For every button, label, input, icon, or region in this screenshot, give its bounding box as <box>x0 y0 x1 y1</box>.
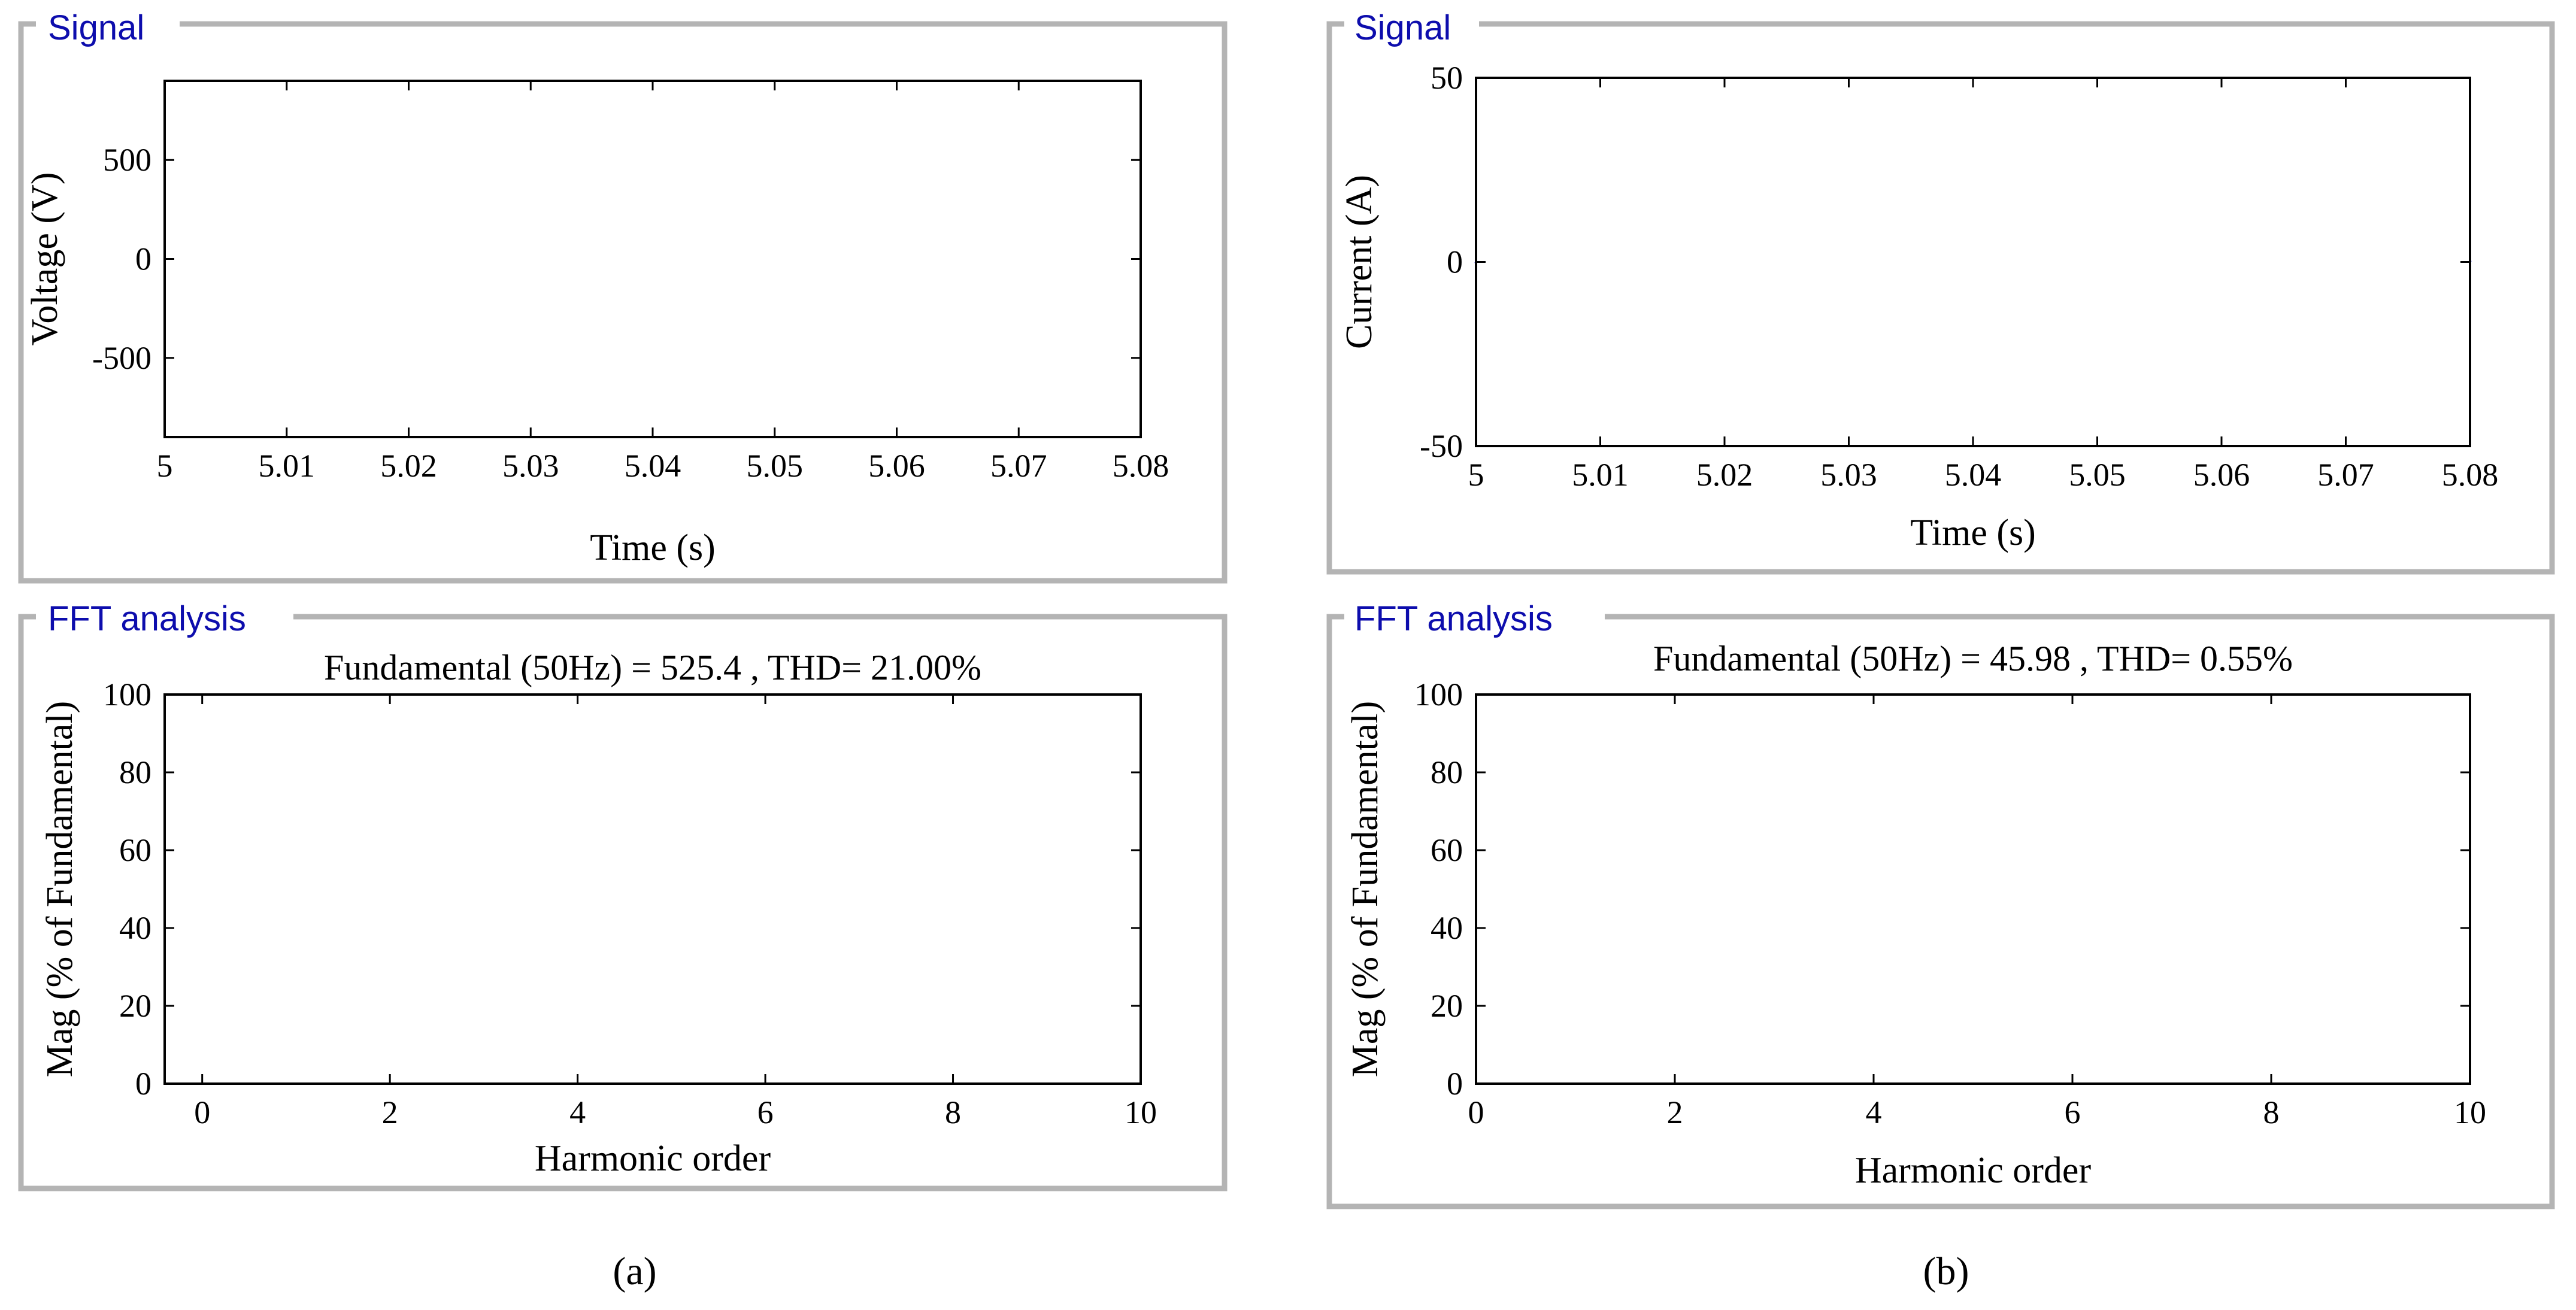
voltage-signal-x-tick-label-6: 5.06 <box>868 448 925 484</box>
voltage-signal-y-tick-label-2: 500 <box>103 142 151 178</box>
voltage-fft-x-tick-label-3: 6 <box>757 1094 774 1130</box>
current-fft-y-tick-label-4: 80 <box>1431 754 1463 790</box>
current-fft-y-axis-label: Mag (% of Fundamental) <box>1345 701 1386 1077</box>
panel-a-signal-title: Signal <box>48 8 144 47</box>
caption-b: (b) <box>1923 1250 1969 1293</box>
current-signal-x-tick-label-7: 5.07 <box>2317 457 2374 493</box>
voltage-signal-x-axis-label: Time (s) <box>590 527 716 568</box>
voltage-fft-x-tick-label-5: 10 <box>1125 1094 1157 1130</box>
current-fft-y-tick-label-5: 100 <box>1414 677 1463 712</box>
current-signal-axes-box <box>1475 77 2471 447</box>
current-signal-x-tick-label-6: 5.06 <box>2193 457 2250 493</box>
voltage-fft-x-axis-label: Harmonic order <box>535 1138 771 1179</box>
current-signal-chart: 5 5.01 5.02 5.03 5.04 5.05 5.06 5.07 5.08 -50 0 50 T… <box>1339 60 2498 553</box>
panel-b-signal-frame: Signal <box>1326 5 2555 575</box>
voltage-signal-x-tick-label-3: 5.03 <box>502 448 559 484</box>
current-signal-y-tick-label-2: 50 <box>1431 60 1463 96</box>
panel-a-signal-frame: Signal <box>18 5 1228 584</box>
caption-a: (a) <box>613 1250 656 1293</box>
current-signal-x-tick-label-1: 5.01 <box>1572 457 1629 493</box>
voltage-fft-x-tick-label-0: 0 <box>194 1094 210 1130</box>
current-fft-x-tick-label-1: 2 <box>1667 1094 1683 1130</box>
voltage-signal-x-tick-label-2: 5.02 <box>380 448 437 484</box>
current-signal-x-tick-label-4: 5.04 <box>1945 457 2002 493</box>
voltage-fft-y-tick-label-4: 80 <box>119 754 151 790</box>
voltage-signal-x-tick-label-7: 5.07 <box>990 448 1047 484</box>
current-fft-fft-annotation: Fundamental (50Hz) = 45.98 , THD= 0.55% <box>1653 639 2293 678</box>
voltage-fft-y-axis-label: Mag (% of Fundamental) <box>40 701 80 1077</box>
voltage-signal-x-tick-label-0: 5 <box>157 448 173 484</box>
voltage-fft-x-tick-label-1: 2 <box>382 1094 398 1130</box>
voltage-fft-y-tick-label-5: 100 <box>103 677 151 712</box>
voltage-signal-y-axis-label: Voltage (V) <box>25 172 65 346</box>
voltage-signal-x-tick-label-4: 5.04 <box>625 448 681 484</box>
voltage-fft-x-tick-label-4: 8 <box>945 1094 961 1130</box>
voltage-fft-x-tick-label-2: 4 <box>569 1094 586 1130</box>
voltage-signal-y-tick-label-1: 0 <box>135 241 151 277</box>
current-fft-y-tick-label-3: 60 <box>1431 832 1463 868</box>
current-fft-x-tick-label-3: 6 <box>2065 1094 2081 1130</box>
current-signal-y-tick-label-0: -50 <box>1420 428 1463 464</box>
current-fft-y-tick-label-2: 40 <box>1431 910 1463 946</box>
current-signal-y-tick-label-1: 0 <box>1447 244 1463 280</box>
current-signal-x-axis-label: Time (s) <box>1910 513 2036 553</box>
current-fft-x-tick-label-4: 8 <box>2263 1094 2280 1130</box>
current-signal-y-axis-label: Current (A) <box>1339 175 1380 349</box>
voltage-fft-axes-box <box>163 693 1142 1085</box>
voltage-signal-y-tick-label-0: -500 <box>92 340 151 376</box>
voltage-fft-fft-annotation: Fundamental (50Hz) = 525.4 , THD= 21.00% <box>324 648 981 687</box>
voltage-fft-y-tick-label-2: 40 <box>119 910 151 946</box>
voltage-signal-x-tick-label-8: 5.08 <box>1113 448 1169 484</box>
current-fft-x-axis-label: Harmonic order <box>1855 1150 2092 1191</box>
voltage-signal-x-tick-label-5: 5.05 <box>747 448 804 484</box>
current-fft-x-tick-label-0: 0 <box>1468 1094 1484 1130</box>
voltage-signal-x-tick-label-1: 5.01 <box>259 448 316 484</box>
panel-a-fft-frame: FFT analysis <box>18 596 1228 1191</box>
voltage-signal-axes-box <box>163 80 1142 438</box>
current-signal-x-tick-label-2: 5.02 <box>1696 457 1753 493</box>
current-signal-x-tick-label-8: 5.08 <box>2442 457 2499 493</box>
panel-b-fft-title: FFT analysis <box>1354 599 1553 638</box>
current-fft-x-tick-label-5: 10 <box>2454 1094 2486 1130</box>
panel-b-signal-title: Signal <box>1354 8 1451 47</box>
voltage-signal-chart: 5 5.01 5.02 5.03 5.04 5.05 5.06 5.07 5.08 -500 0 50… <box>25 80 1169 568</box>
voltage-fft-y-tick-label-0: 0 <box>135 1066 151 1102</box>
current-signal-x-tick-label-5: 5.05 <box>2069 457 2126 493</box>
current-signal-x-tick-label-3: 5.03 <box>1820 457 1877 493</box>
current-fft-x-tick-label-2: 4 <box>1866 1094 1882 1130</box>
voltage-fft-y-tick-label-1: 20 <box>119 988 151 1024</box>
panel-b-fft-frame: FFT analysis <box>1326 596 2555 1209</box>
panel-a-fft-title: FFT analysis <box>48 599 246 638</box>
current-fft-y-tick-label-0: 0 <box>1447 1066 1463 1102</box>
current-fft-axes-box <box>1475 693 2471 1085</box>
current-signal-x-tick-label-0: 5 <box>1468 457 1484 493</box>
voltage-fft-y-tick-label-3: 60 <box>119 832 151 868</box>
current-fft-y-tick-label-1: 20 <box>1431 988 1463 1024</box>
